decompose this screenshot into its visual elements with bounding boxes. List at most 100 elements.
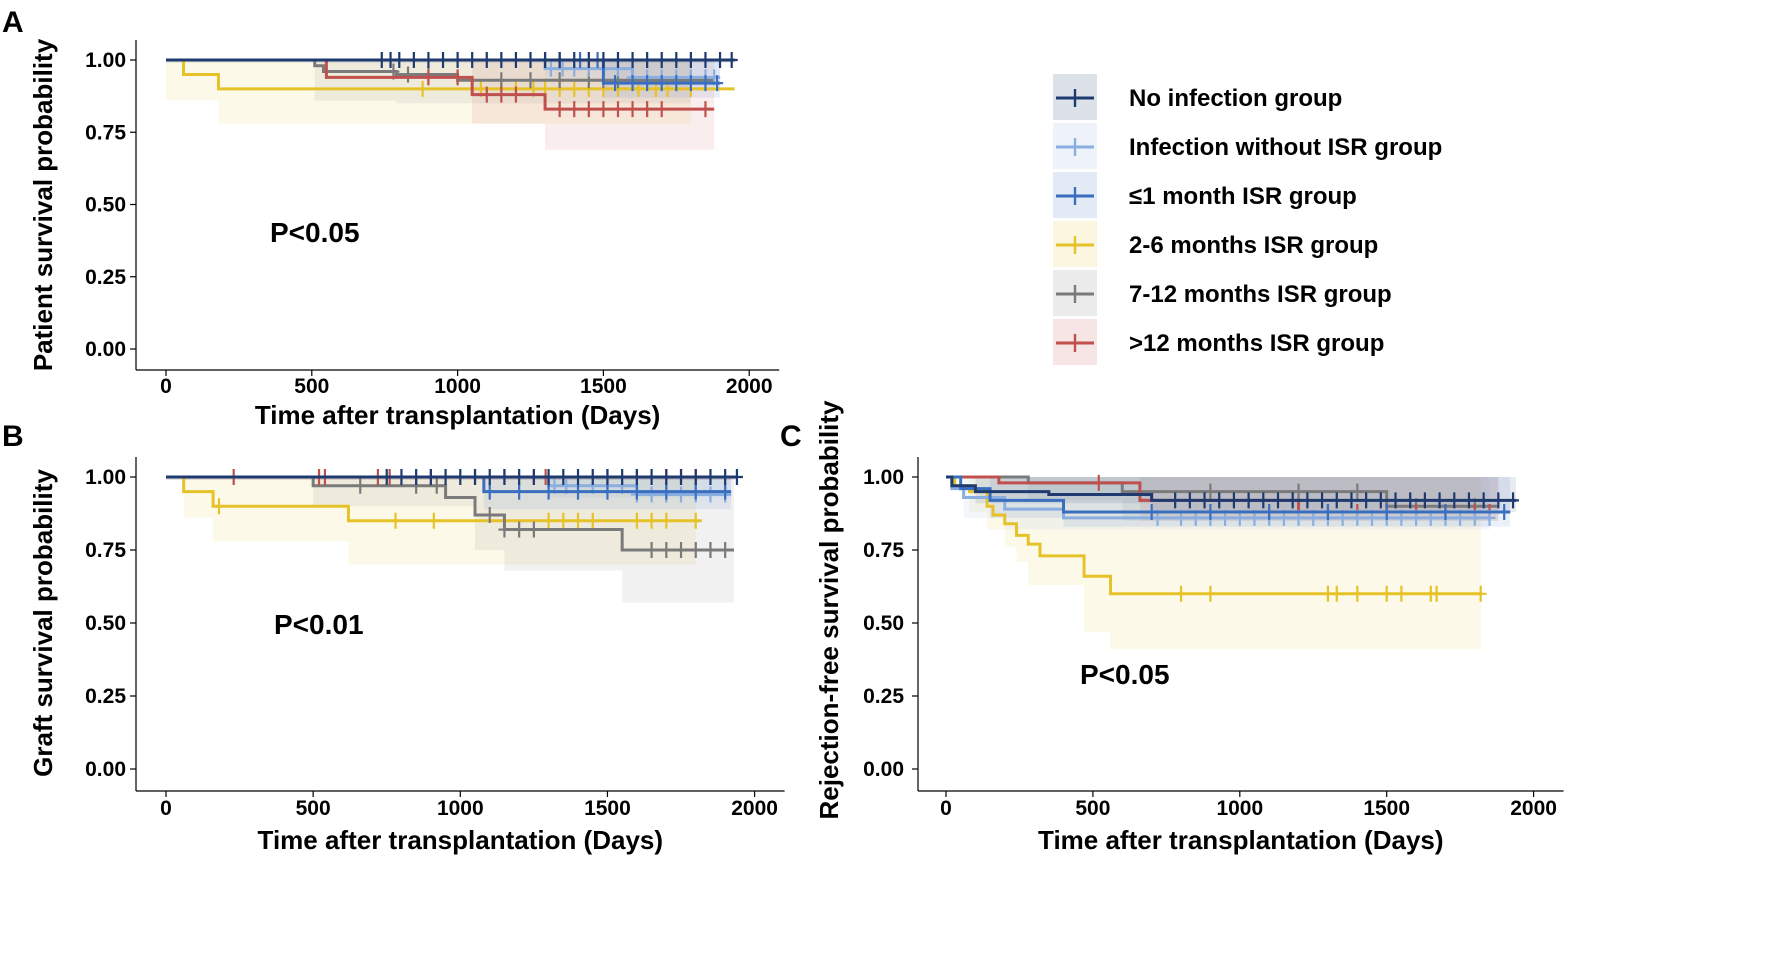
panel-b: 0.00 0.25 0.50 0.75 1.00 0 500 1000 1500 2000 Time… bbox=[28, 457, 785, 855]
censor-mark bbox=[582, 101, 595, 118]
x-tick-label: 2000 bbox=[726, 375, 773, 398]
censor-mark bbox=[711, 75, 724, 92]
legend-label: >12 months ISR group bbox=[1129, 330, 1384, 357]
x-tick-label: 1000 bbox=[434, 375, 481, 398]
x-axis-title: Time after transplantation (Days) bbox=[255, 400, 661, 430]
p-value-annotation: P<0.05 bbox=[270, 217, 360, 248]
censor-mark bbox=[542, 469, 555, 485]
censor-mark bbox=[1175, 585, 1188, 602]
censor-mark bbox=[1316, 492, 1329, 509]
censor-mark bbox=[498, 469, 511, 485]
censor-mark bbox=[704, 469, 717, 485]
ci-band-isr-7-12 bbox=[313, 477, 734, 603]
y-axis-title: Rejection-free survival probability bbox=[814, 400, 844, 820]
censor-mark bbox=[714, 52, 727, 68]
censor-mark bbox=[527, 469, 540, 485]
censor-mark bbox=[1492, 492, 1505, 509]
censor-mark bbox=[513, 483, 526, 500]
censor-mark bbox=[1380, 585, 1393, 602]
censor-mark bbox=[1439, 504, 1452, 521]
censor-mark bbox=[641, 52, 654, 68]
censor-mark bbox=[542, 483, 555, 500]
x-tick-label: 1000 bbox=[437, 797, 484, 820]
censor-mark bbox=[730, 469, 743, 485]
censor-mark bbox=[641, 101, 654, 118]
censor-mark bbox=[1433, 492, 1446, 509]
censor-mark bbox=[719, 469, 732, 485]
survival-curve-isr-7-12 bbox=[166, 475, 734, 552]
censor-mark bbox=[544, 60, 557, 77]
legend-censor-mark bbox=[1069, 334, 1081, 352]
censor-mark bbox=[568, 80, 581, 97]
legend-censor-mark bbox=[1069, 236, 1081, 254]
censor-mark bbox=[495, 52, 508, 68]
censor-mark bbox=[410, 469, 423, 485]
censor-mark bbox=[402, 66, 415, 83]
censor-mark bbox=[513, 469, 526, 485]
censor-mark bbox=[616, 469, 629, 485]
censor-mark bbox=[660, 469, 673, 485]
censor-mark bbox=[1204, 504, 1217, 521]
censor-mark bbox=[1330, 492, 1343, 509]
censor-mark bbox=[513, 521, 526, 538]
censor-mark bbox=[1257, 492, 1270, 509]
censor-mark bbox=[1204, 585, 1217, 602]
censor-mark bbox=[725, 52, 738, 68]
censor-mark bbox=[572, 483, 585, 500]
censor-mark bbox=[611, 101, 624, 118]
censor-mark bbox=[1242, 492, 1255, 509]
legend-censor-mark bbox=[1069, 187, 1081, 205]
censor-mark bbox=[483, 506, 496, 523]
legend-censor-mark bbox=[1069, 89, 1081, 107]
censor-mark bbox=[430, 477, 443, 494]
censor-mark bbox=[609, 75, 622, 92]
censor-mark bbox=[509, 52, 522, 68]
censor-mark bbox=[586, 512, 599, 529]
censor-mark bbox=[641, 75, 654, 92]
censor-mark bbox=[483, 469, 496, 485]
censor-mark bbox=[553, 101, 566, 118]
y-axis-title: Patient survival probability bbox=[28, 38, 58, 371]
censor-mark bbox=[509, 86, 522, 103]
censor-mark bbox=[689, 542, 702, 558]
censor-mark bbox=[655, 75, 668, 92]
censor-mark bbox=[1345, 492, 1358, 509]
legend-label: 2-6 months ISR group bbox=[1129, 232, 1378, 259]
censor-mark bbox=[1145, 504, 1158, 521]
y-tick-label: 0.75 bbox=[863, 539, 904, 562]
x-axis-title: Time after transplantation (Days) bbox=[258, 825, 664, 855]
censor-mark bbox=[1380, 504, 1393, 521]
censor-mark bbox=[630, 469, 643, 485]
censor-mark bbox=[1213, 492, 1226, 509]
y-tick-label: 0.25 bbox=[863, 685, 904, 708]
censor-mark bbox=[469, 469, 482, 485]
censor-mark bbox=[1198, 492, 1211, 509]
censor-mark bbox=[645, 512, 658, 529]
x-tick-label: 1500 bbox=[584, 797, 631, 820]
y-tick-label: 0.25 bbox=[85, 685, 126, 708]
censor-mark bbox=[1462, 492, 1475, 509]
censor-mark bbox=[451, 52, 464, 68]
y-tick-label: 0.50 bbox=[85, 194, 126, 217]
survival-curve-no-infection bbox=[946, 475, 1516, 502]
censor-mark bbox=[719, 542, 732, 558]
survival-curve-isr-2-6 bbox=[166, 475, 702, 523]
legend-label: 7-12 months ISR group bbox=[1129, 281, 1392, 308]
censor-mark bbox=[407, 52, 420, 68]
censor-mark bbox=[1351, 483, 1364, 500]
censor-mark bbox=[1498, 504, 1511, 521]
censor-mark bbox=[439, 469, 452, 485]
censor-mark bbox=[660, 542, 673, 558]
censor-mark bbox=[480, 52, 493, 68]
y-tick-label: 1.00 bbox=[863, 466, 904, 489]
survival-curve-isr-gt12 bbox=[166, 58, 715, 111]
censor-mark bbox=[699, 101, 712, 118]
censor-mark bbox=[1430, 585, 1443, 602]
x-axis-title: Time after transplantation (Days) bbox=[1038, 825, 1444, 855]
ci-band-isr-2-6 bbox=[969, 477, 1481, 650]
censor-mark bbox=[524, 72, 537, 89]
x-tick-label: 500 bbox=[294, 375, 329, 398]
censor-mark bbox=[572, 469, 585, 485]
censor-mark bbox=[451, 69, 464, 86]
censor-mark bbox=[645, 542, 658, 558]
